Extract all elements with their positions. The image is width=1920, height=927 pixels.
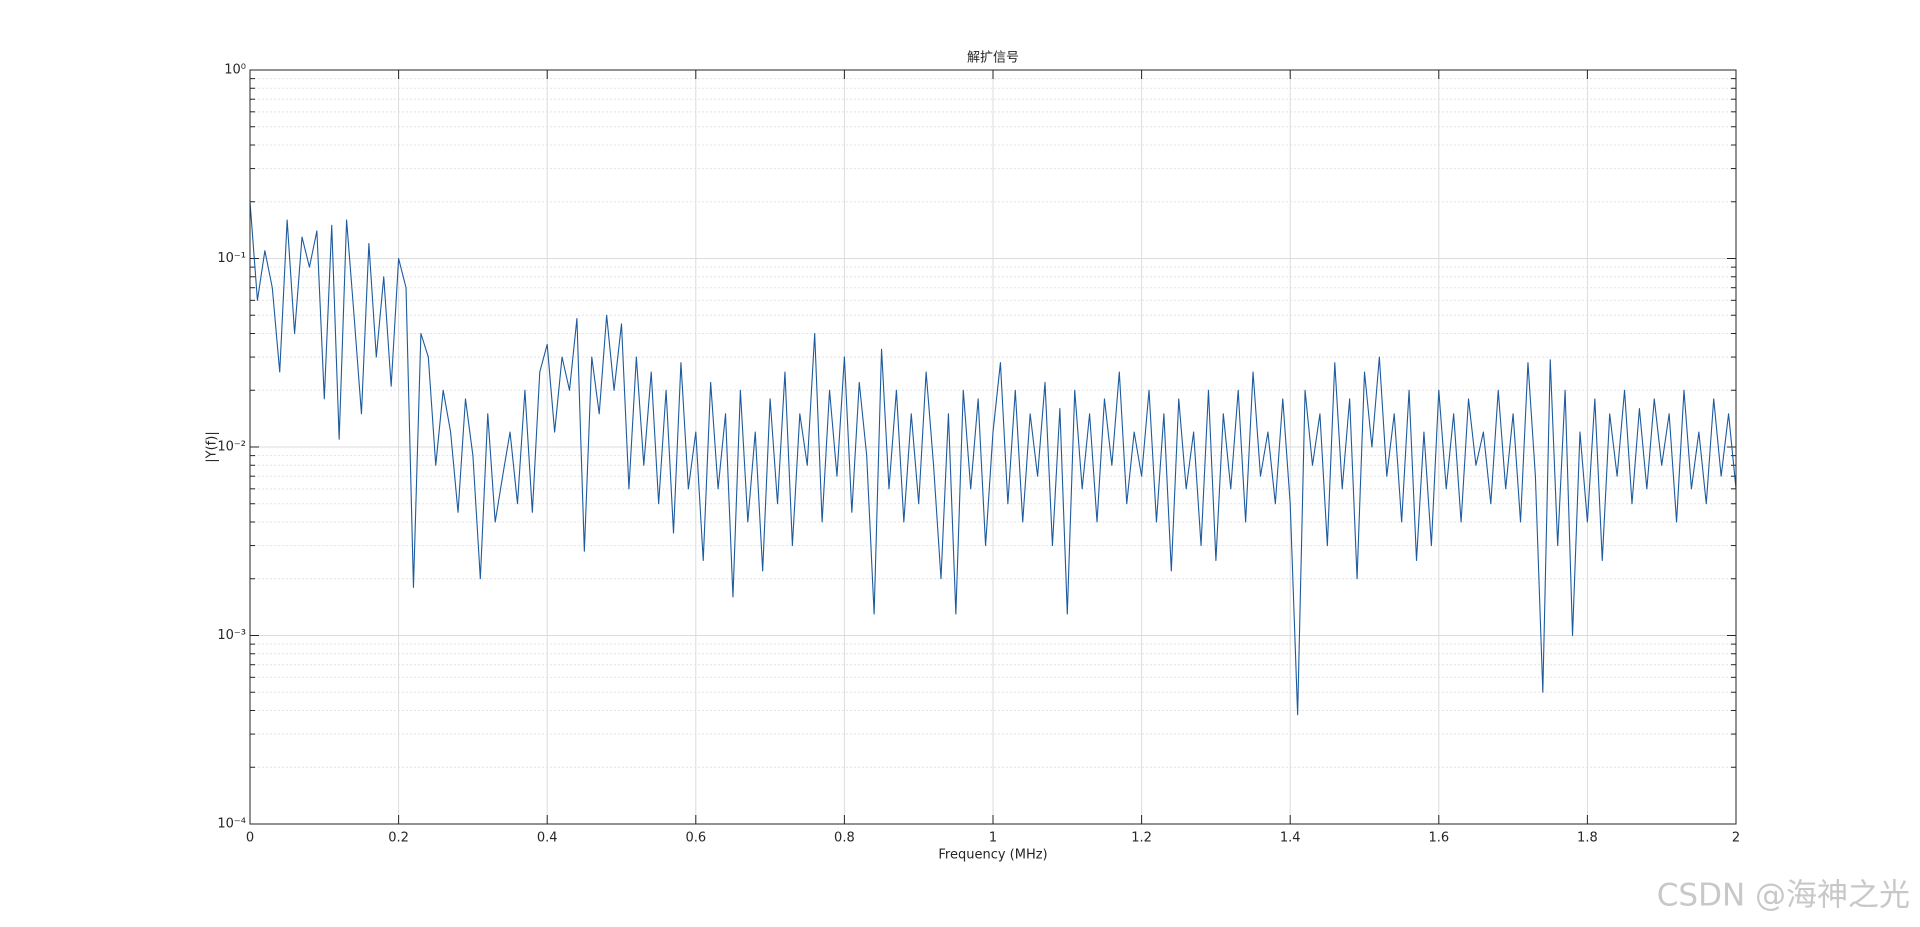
axes-box: [249, 69, 1737, 825]
y-tick-label: 10⁻⁴: [217, 817, 246, 832]
x-tick-label: 0.8: [834, 831, 855, 846]
x-tick-label: 0: [246, 831, 254, 846]
y-tick-label: 10⁰: [224, 63, 246, 78]
y-tick-label: 10⁻³: [217, 628, 246, 643]
watermark: CSDN @海神之光: [1657, 878, 1910, 914]
x-tick-label: 1.8: [1577, 831, 1598, 846]
y-tick-label: 10⁻²: [217, 440, 246, 455]
chart-title: 解扩信号: [967, 51, 1019, 66]
x-tick-label: 1: [989, 831, 997, 846]
x-tick-label: 0.2: [388, 831, 409, 846]
x-tick-label: 1.4: [1280, 831, 1301, 846]
y-axis-label: |Y(f)|: [205, 431, 220, 462]
data-line: [249, 201, 1737, 716]
x-tick-label: 0.4: [537, 831, 558, 846]
x-axis-label: Frequency (MHz): [938, 848, 1047, 863]
x-tick-label: 0.6: [685, 831, 706, 846]
x-tick-label: 1.6: [1428, 831, 1449, 846]
x-tick-label: 1.2: [1131, 831, 1152, 846]
y-tick-label: 10⁻¹: [217, 251, 246, 266]
x-tick-label: 2: [1732, 831, 1740, 846]
